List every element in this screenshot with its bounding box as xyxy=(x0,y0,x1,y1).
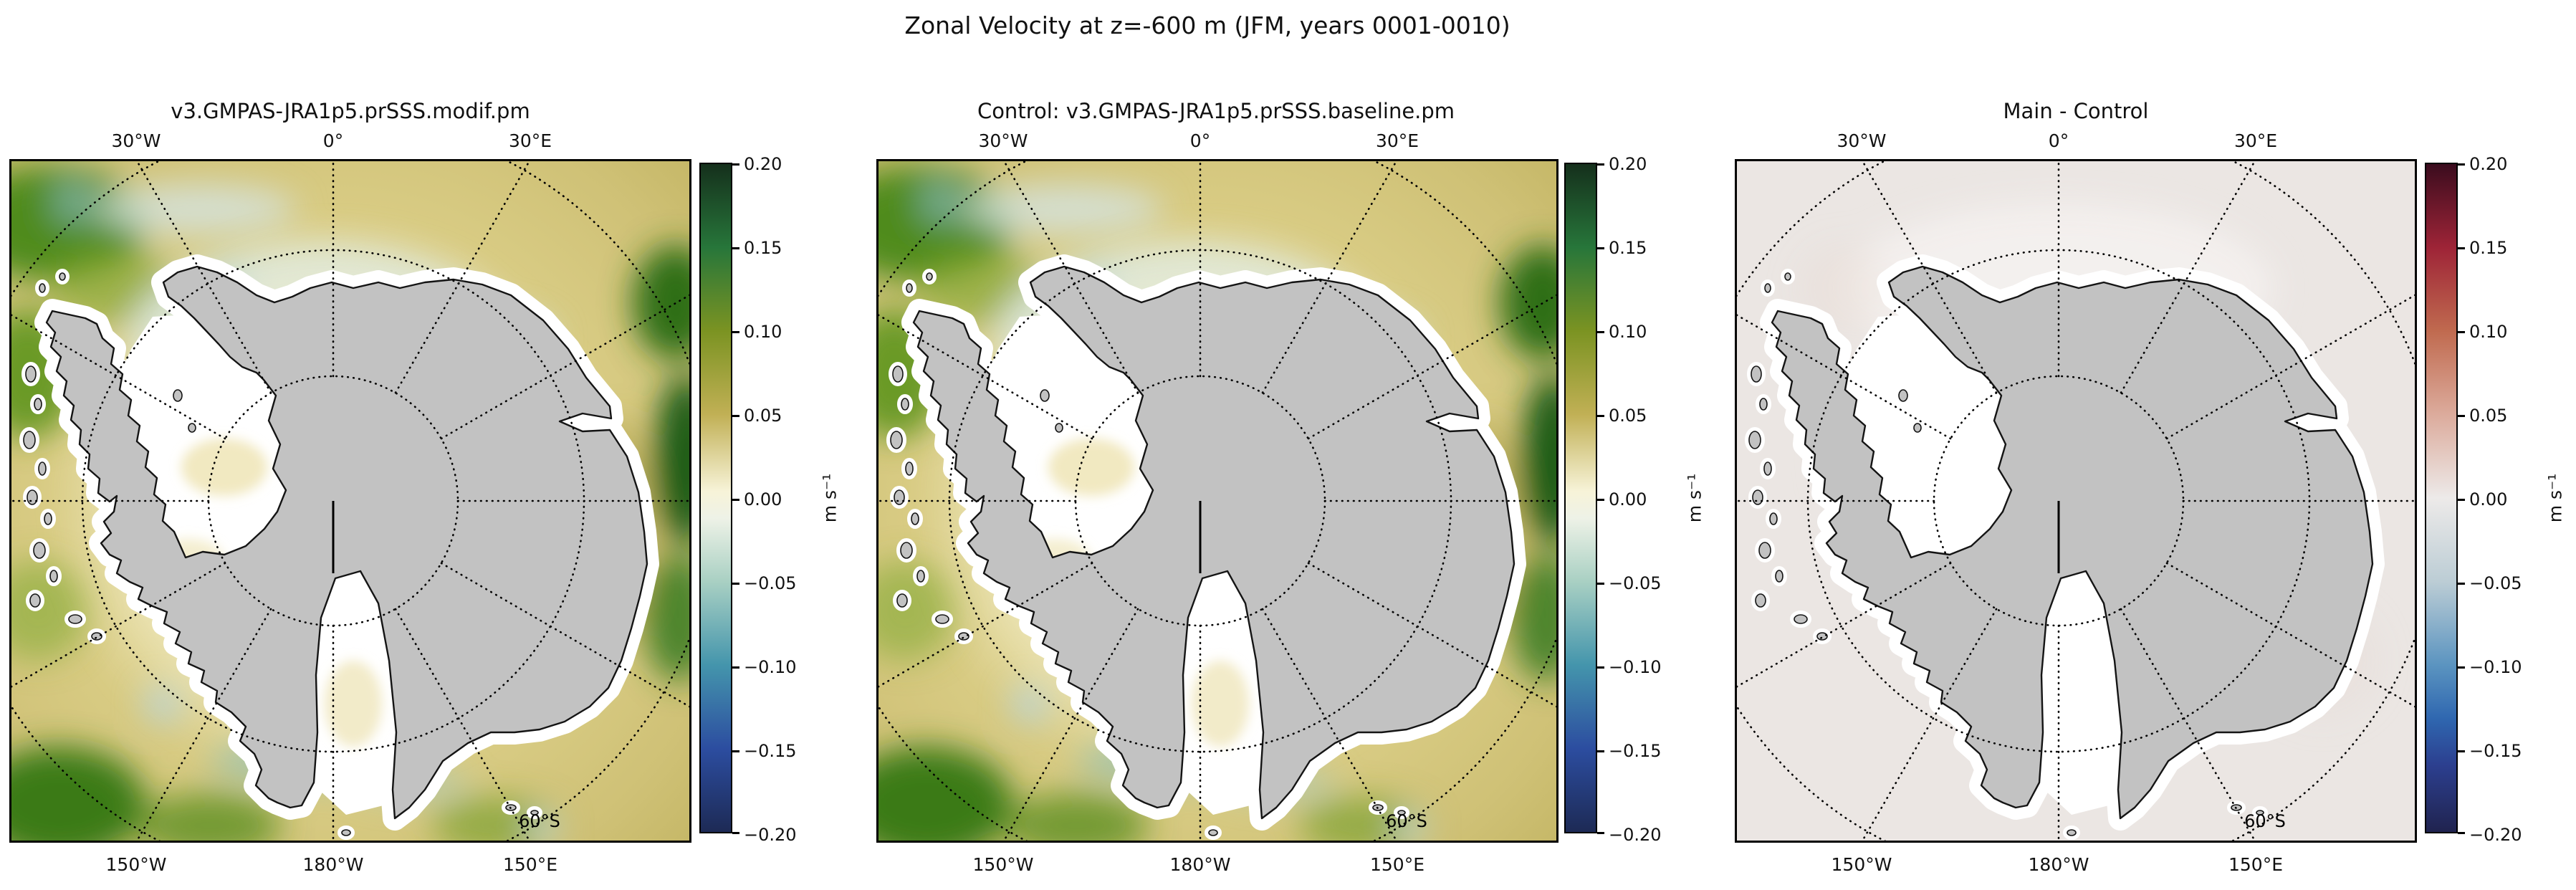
tick xyxy=(732,832,739,834)
tick xyxy=(732,750,739,752)
tick xyxy=(732,247,739,249)
panel-3-lon-30e: 30°E xyxy=(2233,130,2278,151)
panel-1-lon-150e: 150°E xyxy=(502,854,558,875)
tick xyxy=(1597,247,1604,249)
colorbar-tick-label: 0.20 xyxy=(744,154,782,174)
tick xyxy=(732,415,739,417)
tick xyxy=(732,163,739,166)
colorbar-tick-label: −0.15 xyxy=(744,741,797,761)
panel-3-lon-180w: 180°W xyxy=(2028,854,2089,875)
colorbar-tick-label: 0.00 xyxy=(744,489,782,509)
tick xyxy=(2458,331,2465,333)
colorbar-tick-label: −0.05 xyxy=(1609,573,1662,593)
tick xyxy=(2458,583,2465,585)
panel-2-lon-30e: 30°E xyxy=(1375,130,1419,151)
panel-3-lon-30w: 30°W xyxy=(1837,130,1887,151)
tick xyxy=(2458,163,2465,166)
colorbar-tick-label: −0.20 xyxy=(2469,825,2522,845)
panel-1-lon-30e: 30°E xyxy=(508,130,552,151)
tick xyxy=(2458,750,2465,752)
tick xyxy=(2458,247,2465,249)
colorbar-tick-label: 0.15 xyxy=(2469,238,2508,258)
panel-3-lon-150e: 150°E xyxy=(2228,854,2284,875)
colorbar-tick-label: 0.00 xyxy=(2469,489,2508,509)
colorbar-tick-label: −0.05 xyxy=(744,573,797,593)
tick xyxy=(1597,331,1604,333)
panel-2-map xyxy=(876,159,1558,843)
panel-3-colorbar: 0.20 0.15 0.10 0.05 0.00 −0.05 −0.10 −0.… xyxy=(2425,155,2522,843)
panel-2-colorbar: 0.20 0.15 0.10 0.05 0.00 −0.05 −0.10 −0.… xyxy=(1564,155,1662,843)
tick xyxy=(732,499,739,501)
tick xyxy=(732,331,739,333)
panel-1-colorbar: 0.20 0.15 0.10 0.05 0.00 −0.05 −0.10 −0.… xyxy=(699,155,797,843)
colorbar-tick-label: 0.10 xyxy=(2469,322,2508,342)
tick xyxy=(1597,163,1604,166)
tick xyxy=(1597,499,1604,501)
panel-2-lon-180w: 180°W xyxy=(1169,854,1231,875)
panel-3-60s-label: 60°S xyxy=(2244,811,2286,831)
panel-1-lon-180w: 180°W xyxy=(302,854,364,875)
panel-2-lon-150e: 150°E xyxy=(1369,854,1425,875)
panel-1-lon-150w: 150°W xyxy=(105,854,167,875)
tick xyxy=(1597,750,1604,752)
panel-3-colorbar-unit: m s⁻¹ xyxy=(2544,473,2566,523)
colorbar-tick-label: 0.10 xyxy=(1609,322,1647,342)
colorbar-tick-label: −0.10 xyxy=(1609,657,1662,677)
panel-1-map-svg xyxy=(9,159,691,843)
panel-2-colorbar-unit: m s⁻¹ xyxy=(1684,473,1705,523)
panel-2-title: Control: v3.GMPAS-JRA1p5.prSSS.baseline.… xyxy=(977,99,1455,123)
tick xyxy=(1597,832,1604,834)
colorbar-tick-label: 0.20 xyxy=(2469,154,2508,174)
figure-title: Zonal Velocity at z=-600 m (JFM, years 0… xyxy=(904,11,1510,39)
panel-3-map xyxy=(1735,159,2417,843)
colorbar-tick-label: 0.05 xyxy=(744,406,782,426)
colorbar-tick-label: 0.15 xyxy=(1609,238,1647,258)
colorbar-tick-label: −0.15 xyxy=(1609,741,1662,761)
panel-3-title: Main - Control xyxy=(2003,99,2149,123)
colorbar-tick-label: −0.15 xyxy=(2469,741,2522,761)
panel-3-map-svg xyxy=(1735,159,2417,843)
colorbar-tick-label: 0.00 xyxy=(1609,489,1647,509)
tick xyxy=(2458,832,2465,834)
colorbar-tick-label: −0.20 xyxy=(744,825,797,845)
panel-2-lon-0: 0° xyxy=(1189,130,1211,151)
colorbar-tick-label: −0.05 xyxy=(2469,573,2522,593)
colorbar-tick-label: 0.05 xyxy=(1609,406,1647,426)
tick xyxy=(1597,666,1604,669)
colorbar-tick-label: −0.20 xyxy=(1609,825,1662,845)
colorbar-tick-label: 0.05 xyxy=(2469,406,2508,426)
colorbar-tick-label: −0.10 xyxy=(2469,657,2522,677)
panel-2-lon-150w: 150°W xyxy=(972,854,1034,875)
panel-1-title: v3.GMPAS-JRA1p5.prSSS.modif.pm xyxy=(171,99,530,123)
colorbar-tick-label: 0.15 xyxy=(744,238,782,258)
tick xyxy=(1597,415,1604,417)
panel-3-lon-0: 0° xyxy=(2048,130,2069,151)
panel-1-60s-label: 60°S xyxy=(519,811,560,831)
panel-2-map-svg xyxy=(876,159,1558,843)
panel-1-lon-30w: 30°W xyxy=(111,130,161,151)
tick xyxy=(1597,583,1604,585)
panel-1-colorbar-unit: m s⁻¹ xyxy=(819,473,841,523)
tick xyxy=(2458,415,2465,417)
panel-1-map xyxy=(9,159,691,843)
panel-1-lon-0: 0° xyxy=(322,130,344,151)
tick xyxy=(732,583,739,585)
tick xyxy=(2458,666,2465,669)
colorbar-tick-label: 0.20 xyxy=(1609,154,1647,174)
colorbar-tick-label: 0.10 xyxy=(744,322,782,342)
panel-3-lon-150w: 150°W xyxy=(1831,854,1892,875)
tick xyxy=(2458,499,2465,501)
tick xyxy=(732,666,739,669)
panel-2-60s-label: 60°S xyxy=(1386,811,1427,831)
panel-2-lon-30w: 30°W xyxy=(978,130,1028,151)
colorbar-tick-label: −0.10 xyxy=(744,657,797,677)
